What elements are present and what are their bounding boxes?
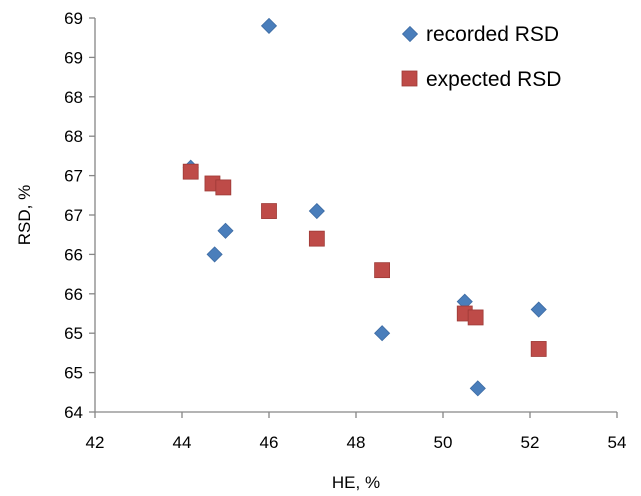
recorded-rsd-point [469,380,486,397]
recorded-rsd-point [530,301,547,318]
x-tick-label: 48 [347,433,366,452]
legend-item-expected-rsd: expected RSD [401,68,561,91]
x-tick-label: 52 [521,433,540,452]
recorded-rsd-point [308,202,325,220]
x-tick-label: 42 [86,433,105,452]
y-tick-label: 67 [64,167,83,186]
y-tick-label: 66 [64,285,83,304]
y-tick-label: 65 [64,324,83,343]
y-tick-label: 69 [64,9,83,28]
y-tick-label: 68 [64,88,83,107]
legend-label-recorded-rsd: recorded RSD [426,23,559,46]
legend-square-marker [401,70,418,87]
plot-area: 64 65 65 66 66 67 67 68 68 69 69 42 44 46 48 50 52 54 [64,9,626,452]
x-axis-ticks: 42 44 46 48 50 52 54 [86,412,627,452]
y-axis-title: RSD, % [15,185,34,245]
expected-rsd-point [215,179,232,196]
x-axis-title: HE, % [332,473,380,492]
y-tick-label: 67 [64,206,83,225]
expected-rsd-point [261,203,277,219]
expected-rsd-point [467,309,484,326]
x-tick-label: 50 [434,433,453,452]
legend-item-recorded-rsd: recorded RSD [401,23,559,46]
x-tick-label: 44 [173,433,192,452]
y-axis-ticks: 64 65 65 66 66 67 67 68 68 69 69 [64,9,95,422]
y-tick-label: 68 [64,127,83,146]
expected-rsd-point [308,230,325,247]
legend: recorded RSD expected RSD [401,23,561,91]
x-tick-label: 54 [608,433,627,452]
expected-rsd-point [182,163,199,180]
data-points [182,17,547,397]
y-tick-label: 64 [64,403,83,422]
legend-label-expected-rsd: expected RSD [426,68,561,91]
recorded-rsd-point [374,325,391,342]
y-tick-label: 69 [64,48,83,67]
legend-diamond-marker [401,25,419,43]
y-tick-label: 65 [64,364,83,383]
expected-rsd-point [530,341,547,357]
y-tick-label: 66 [64,245,83,264]
recorded-rsd-point [260,17,278,34]
x-tick-label: 46 [260,433,279,452]
recorded-rsd-point [217,222,234,239]
recorded-rsd-point [206,246,223,263]
expected-rsd-point [374,262,391,279]
